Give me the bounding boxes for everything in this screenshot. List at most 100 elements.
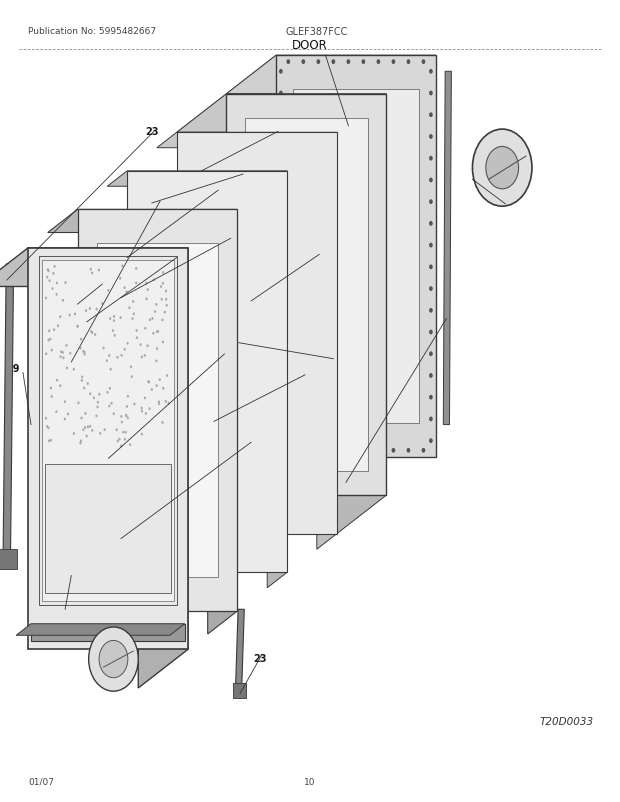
Circle shape xyxy=(155,360,157,363)
Circle shape xyxy=(78,402,79,405)
Circle shape xyxy=(332,448,335,453)
Circle shape xyxy=(159,379,161,382)
Circle shape xyxy=(46,269,49,272)
Circle shape xyxy=(167,403,170,405)
Text: 8: 8 xyxy=(332,352,338,362)
Text: Publication No: 5995482667: Publication No: 5995482667 xyxy=(28,27,156,36)
Circle shape xyxy=(166,305,168,307)
Circle shape xyxy=(76,325,79,328)
Circle shape xyxy=(301,60,305,65)
Circle shape xyxy=(136,337,138,340)
Circle shape xyxy=(141,356,143,359)
Bar xyxy=(45,464,170,593)
Circle shape xyxy=(165,400,167,403)
Circle shape xyxy=(48,280,51,283)
Circle shape xyxy=(50,439,52,442)
Circle shape xyxy=(141,407,143,410)
Circle shape xyxy=(141,410,143,413)
Circle shape xyxy=(144,327,146,330)
Circle shape xyxy=(429,135,433,140)
Circle shape xyxy=(347,60,350,65)
Circle shape xyxy=(113,413,115,415)
Circle shape xyxy=(107,391,108,395)
Circle shape xyxy=(429,243,433,248)
Circle shape xyxy=(158,403,160,406)
Circle shape xyxy=(120,445,122,448)
Circle shape xyxy=(46,277,48,279)
Circle shape xyxy=(126,406,128,408)
Circle shape xyxy=(153,332,154,335)
Circle shape xyxy=(422,60,425,65)
Polygon shape xyxy=(208,210,237,634)
Circle shape xyxy=(113,320,115,322)
Circle shape xyxy=(121,421,123,424)
Circle shape xyxy=(91,429,94,432)
Circle shape xyxy=(316,448,320,453)
Text: 23: 23 xyxy=(254,654,267,663)
Circle shape xyxy=(286,60,290,65)
Circle shape xyxy=(52,273,55,275)
Polygon shape xyxy=(68,257,76,610)
Circle shape xyxy=(64,401,66,403)
Circle shape xyxy=(157,330,159,334)
Text: 60B: 60B xyxy=(105,667,122,677)
Circle shape xyxy=(67,413,69,416)
Polygon shape xyxy=(48,210,237,233)
Circle shape xyxy=(279,287,283,292)
Circle shape xyxy=(90,269,92,271)
Circle shape xyxy=(486,148,518,189)
Circle shape xyxy=(279,156,283,161)
Circle shape xyxy=(73,432,75,435)
Circle shape xyxy=(47,270,50,273)
Circle shape xyxy=(48,439,50,443)
Circle shape xyxy=(90,330,92,334)
Circle shape xyxy=(62,357,64,360)
Circle shape xyxy=(164,311,166,314)
Circle shape xyxy=(279,70,283,75)
Text: 20: 20 xyxy=(316,252,329,261)
Circle shape xyxy=(81,376,83,379)
Polygon shape xyxy=(16,624,185,635)
Circle shape xyxy=(165,298,167,302)
Circle shape xyxy=(429,200,433,205)
Circle shape xyxy=(131,318,134,321)
Circle shape xyxy=(429,352,433,357)
Circle shape xyxy=(57,325,59,328)
Circle shape xyxy=(81,379,83,383)
Circle shape xyxy=(422,448,425,453)
Circle shape xyxy=(149,319,151,322)
Circle shape xyxy=(429,178,433,183)
Text: 6: 6 xyxy=(167,252,174,261)
Circle shape xyxy=(429,309,433,314)
Text: 17: 17 xyxy=(226,236,239,245)
Circle shape xyxy=(144,397,146,400)
Circle shape xyxy=(286,448,290,453)
Bar xyxy=(31,624,185,642)
Circle shape xyxy=(162,387,164,391)
Circle shape xyxy=(125,414,127,417)
Circle shape xyxy=(101,302,104,306)
Bar xyxy=(28,249,188,650)
Circle shape xyxy=(55,411,58,414)
Circle shape xyxy=(279,113,283,118)
Circle shape xyxy=(151,388,153,391)
Text: 53: 53 xyxy=(143,196,155,205)
Circle shape xyxy=(51,349,53,352)
Circle shape xyxy=(147,381,149,383)
Polygon shape xyxy=(443,72,451,425)
Circle shape xyxy=(84,412,87,415)
Circle shape xyxy=(279,135,283,140)
Circle shape xyxy=(69,314,71,317)
Circle shape xyxy=(279,330,283,335)
Circle shape xyxy=(429,374,433,379)
Circle shape xyxy=(279,374,283,379)
Circle shape xyxy=(128,307,131,310)
Circle shape xyxy=(279,417,283,422)
Circle shape xyxy=(148,381,150,384)
Circle shape xyxy=(110,368,112,371)
Circle shape xyxy=(82,429,84,431)
Circle shape xyxy=(89,425,91,428)
Circle shape xyxy=(80,338,82,341)
Circle shape xyxy=(48,339,50,342)
Circle shape xyxy=(429,70,433,75)
